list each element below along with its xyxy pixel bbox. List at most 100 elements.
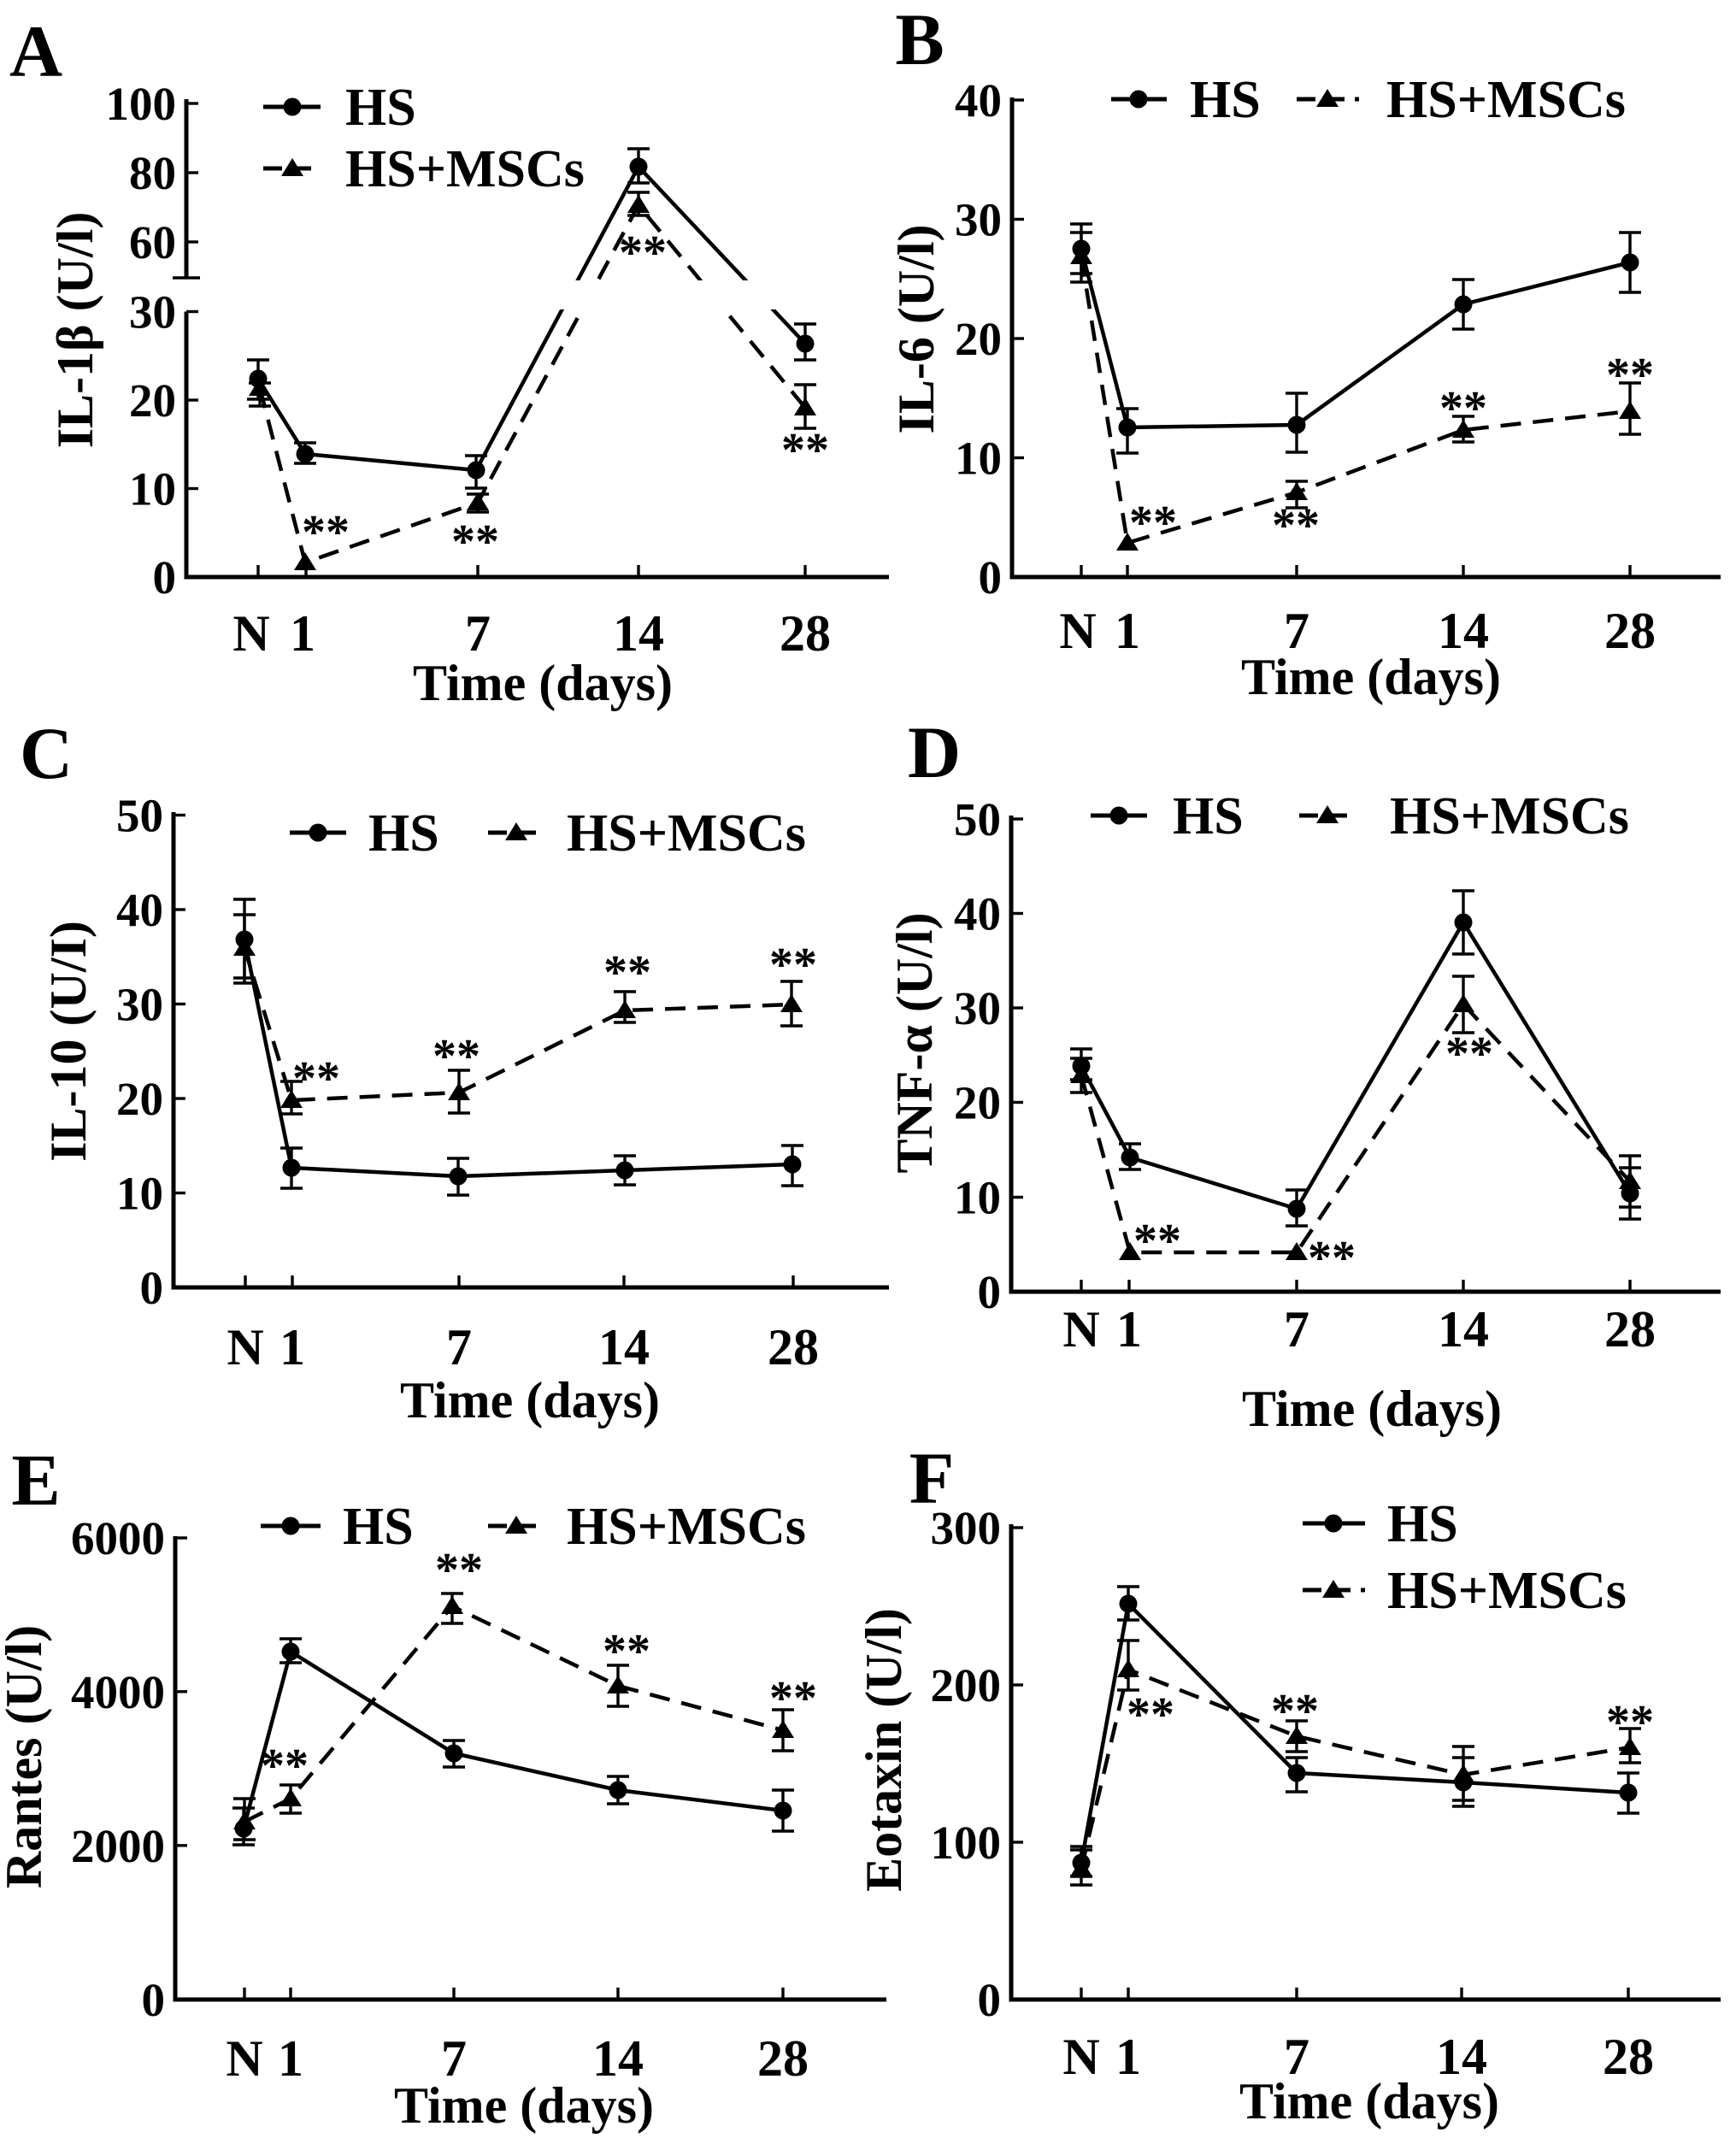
svg-text:20: 20 — [955, 313, 1002, 365]
svg-text:**: ** — [433, 1030, 480, 1083]
svg-text:80: 80 — [129, 147, 176, 199]
svg-text:Eotaxin (U/l): Eotaxin (U/l) — [856, 1608, 912, 1892]
svg-text:20: 20 — [954, 1077, 1001, 1129]
svg-text:HS: HS — [343, 1498, 414, 1556]
svg-text:30: 30 — [116, 979, 163, 1031]
svg-text:**: ** — [1133, 1215, 1181, 1268]
svg-text:**: ** — [1606, 1696, 1654, 1749]
svg-text:**: ** — [769, 939, 817, 992]
svg-text:**: ** — [1272, 499, 1320, 552]
svg-text:14: 14 — [1438, 603, 1489, 659]
svg-text:HS+MSCs: HS+MSCs — [1390, 787, 1629, 845]
svg-text:IL-10 (U/I): IL-10 (U/I) — [40, 921, 97, 1162]
svg-text:HS+MSCs: HS+MSCs — [567, 1498, 806, 1556]
svg-text:**: ** — [1445, 1028, 1493, 1081]
svg-text:28: 28 — [768, 1319, 819, 1375]
svg-text:IL-1β (U/l): IL-1β (U/l) — [47, 212, 103, 449]
svg-text:HS+MSCs: HS+MSCs — [1387, 1562, 1627, 1620]
svg-text:**: ** — [781, 424, 829, 477]
svg-text:**: ** — [1271, 1685, 1319, 1738]
svg-text:0: 0 — [153, 551, 177, 604]
svg-text:100: 100 — [931, 1817, 1002, 1869]
svg-text:30: 30 — [954, 982, 1001, 1034]
svg-text:0: 0 — [978, 1974, 1002, 2026]
svg-text:2000: 2000 — [71, 1820, 165, 1872]
svg-text:Time (days): Time (days) — [413, 655, 673, 711]
svg-text:**: ** — [451, 515, 499, 568]
svg-text:10: 10 — [129, 463, 176, 515]
svg-text:E: E — [11, 1439, 60, 1521]
svg-text:0: 0 — [979, 551, 1003, 604]
svg-text:7: 7 — [446, 1319, 472, 1375]
svg-text:**: ** — [603, 1625, 650, 1678]
svg-text:IL-6 (U/l): IL-6 (U/l) — [888, 225, 945, 434]
svg-text:28: 28 — [780, 605, 831, 662]
svg-text:Time (days): Time (days) — [1242, 1381, 1502, 1437]
svg-text:60: 60 — [129, 216, 176, 268]
svg-text:N: N — [1062, 1301, 1099, 1358]
svg-text:**: ** — [261, 1740, 309, 1793]
svg-text:14: 14 — [1436, 2029, 1487, 2085]
svg-text:100: 100 — [106, 78, 177, 130]
svg-text:10: 10 — [954, 1172, 1001, 1224]
svg-text:HS: HS — [1190, 71, 1261, 129]
svg-text:4000: 4000 — [71, 1666, 165, 1718]
svg-text:7: 7 — [1284, 2029, 1309, 2085]
svg-text:20: 20 — [116, 1073, 163, 1125]
svg-text:Time (days): Time (days) — [1241, 649, 1501, 705]
svg-text:50: 50 — [116, 790, 163, 842]
svg-text:6000: 6000 — [71, 1512, 165, 1564]
svg-text:1: 1 — [278, 2030, 303, 2087]
svg-text:200: 200 — [931, 1659, 1002, 1711]
svg-text:10: 10 — [955, 433, 1002, 485]
svg-text:28: 28 — [1603, 2029, 1654, 2085]
svg-text:**: ** — [1127, 1688, 1174, 1741]
svg-text:C: C — [20, 712, 73, 794]
svg-text:30: 30 — [955, 194, 1002, 246]
svg-text:HS+MSCs: HS+MSCs — [1386, 71, 1626, 129]
svg-text:14: 14 — [1438, 1301, 1489, 1358]
svg-text:**: ** — [1439, 382, 1487, 435]
svg-text:28: 28 — [757, 2030, 809, 2087]
svg-text:40: 40 — [955, 74, 1002, 127]
svg-text:F: F — [909, 1437, 955, 1519]
svg-text:N: N — [1059, 603, 1096, 659]
svg-text:Time (days): Time (days) — [400, 1372, 660, 1428]
svg-text:1: 1 — [290, 605, 315, 662]
svg-text:D: D — [908, 711, 961, 793]
svg-text:**: ** — [603, 946, 651, 999]
svg-text:7: 7 — [441, 2030, 467, 2087]
svg-text:0: 0 — [978, 1266, 1002, 1318]
svg-text:N: N — [1062, 2029, 1099, 2085]
svg-text:**: ** — [619, 227, 667, 280]
svg-text:1: 1 — [280, 1319, 305, 1375]
svg-text:1: 1 — [1116, 1301, 1142, 1358]
svg-text:Time (days): Time (days) — [394, 2077, 654, 2134]
svg-text:28: 28 — [1604, 603, 1656, 659]
svg-text:HS: HS — [345, 79, 416, 137]
svg-text:20: 20 — [129, 374, 176, 427]
svg-text:0: 0 — [142, 1974, 166, 2026]
svg-text:N: N — [226, 2030, 262, 2087]
svg-text:7: 7 — [465, 605, 491, 662]
svg-text:**: ** — [302, 506, 350, 559]
svg-text:50: 50 — [954, 793, 1001, 845]
svg-text:**: ** — [769, 1672, 817, 1725]
svg-text:40: 40 — [954, 888, 1001, 940]
svg-text:HS+MSCs: HS+MSCs — [567, 804, 806, 863]
svg-text:**: ** — [435, 1544, 483, 1597]
svg-text:**: ** — [292, 1052, 340, 1105]
svg-text:14: 14 — [598, 1319, 650, 1375]
svg-text:**: ** — [1308, 1232, 1356, 1285]
svg-text:1: 1 — [1115, 603, 1140, 659]
svg-text:10: 10 — [116, 1168, 163, 1220]
svg-text:0: 0 — [140, 1262, 164, 1314]
svg-text:14: 14 — [613, 605, 664, 662]
svg-text:30: 30 — [129, 286, 176, 339]
svg-text:N: N — [232, 605, 269, 662]
svg-text:14: 14 — [592, 2030, 644, 2087]
svg-text:HS: HS — [1173, 787, 1244, 845]
svg-text:40: 40 — [116, 884, 163, 936]
svg-text:HS: HS — [368, 804, 439, 863]
svg-text:HS: HS — [1387, 1495, 1458, 1553]
